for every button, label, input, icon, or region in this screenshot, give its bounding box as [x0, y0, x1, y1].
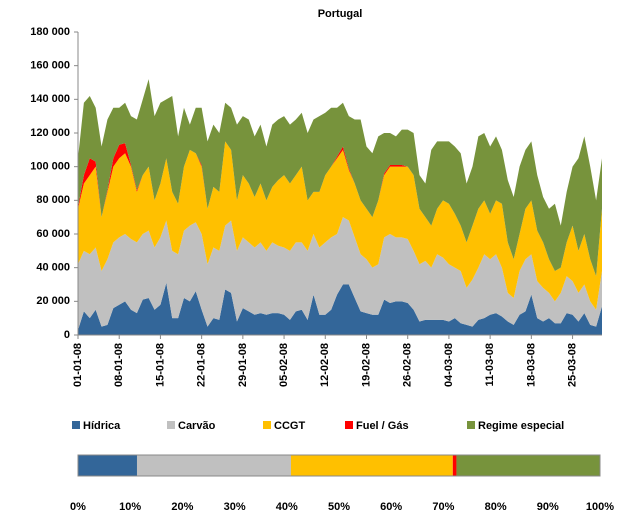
x-tick-label: 15-01-08 [154, 343, 166, 387]
legend-label: CCGT [274, 420, 305, 432]
x-tick-label: 30% [224, 501, 246, 513]
area [78, 217, 602, 330]
y-tick-label: 160 000 [30, 60, 70, 72]
x-tick-label: 0% [70, 501, 86, 513]
y-tick-label: 140 000 [30, 93, 70, 105]
x-tick-label: 40% [276, 501, 298, 513]
legend-label: Regime especial [478, 420, 564, 432]
bar-segment [290, 455, 453, 476]
x-tick-label: 11-03-08 [484, 343, 496, 386]
x-tick-label: 50% [328, 501, 350, 513]
legend-swatch [167, 421, 175, 429]
x-tick-label: 04-03-08 [443, 343, 455, 387]
x-tick-label: 12-02-08 [319, 343, 331, 387]
y-tick-label: 120 000 [30, 127, 70, 139]
y-tick-label: 100 000 [30, 161, 70, 173]
x-tick-label: 70% [432, 501, 454, 513]
bar-segment [136, 455, 291, 476]
x-tick-label: 05-02-08 [278, 343, 290, 387]
y-tick-label: 80 000 [36, 194, 70, 206]
bar-segment [452, 455, 457, 476]
x-tick-label: 100% [586, 501, 614, 513]
x-tick-label: 10% [119, 501, 141, 513]
x-tick-label: 18-03-08 [525, 343, 537, 387]
x-tick-label: 19-02-08 [360, 343, 372, 387]
chart-title: Portugal [318, 8, 363, 20]
legend-swatch [263, 421, 271, 429]
x-tick-label: 25-03-08 [566, 343, 578, 387]
x-tick-label: 29-01-08 [237, 343, 249, 387]
x-tick-label: 80% [485, 501, 507, 513]
legend-swatch [72, 421, 80, 429]
bar-outline [77, 454, 601, 477]
x-tick-label: 60% [380, 501, 402, 513]
legend-label: Fuel / Gás [356, 420, 409, 432]
y-tick-label: 0 [64, 329, 70, 341]
x-tick-label: 01-01-08 [72, 343, 84, 387]
legend-label: Hídrica [83, 420, 121, 432]
y-tick-label: 40 000 [36, 262, 70, 274]
area [78, 79, 602, 277]
legend-swatch [345, 421, 353, 429]
x-tick-label: 08-01-08 [113, 343, 125, 387]
y-tick-label: 180 000 [30, 26, 70, 38]
x-tick-label: 22-01-08 [196, 343, 208, 387]
y-tick-label: 20 000 [36, 295, 70, 307]
bar-segment [78, 455, 137, 476]
x-tick-label: 26-02-08 [402, 343, 414, 387]
legend-swatch [467, 421, 475, 429]
x-tick-label: 90% [537, 501, 559, 513]
area [78, 282, 602, 335]
y-tick-label: 60 000 [36, 228, 70, 240]
legend-label: Carvão [178, 420, 216, 432]
bar-segment [456, 455, 600, 476]
x-tick-label: 20% [171, 501, 193, 513]
area [78, 141, 602, 310]
